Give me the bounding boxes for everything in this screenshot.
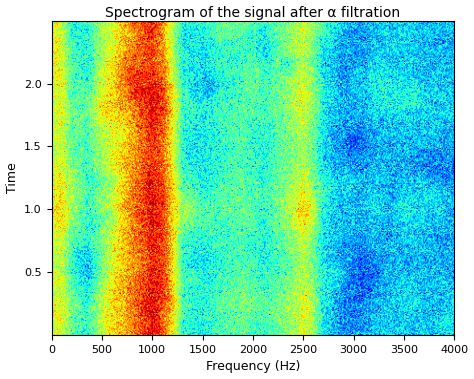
- X-axis label: Frequency (Hz): Frequency (Hz): [206, 360, 300, 373]
- Y-axis label: Time: Time: [6, 163, 18, 193]
- Title: Spectrogram of the signal after α filtration: Spectrogram of the signal after α filtra…: [105, 6, 401, 20]
